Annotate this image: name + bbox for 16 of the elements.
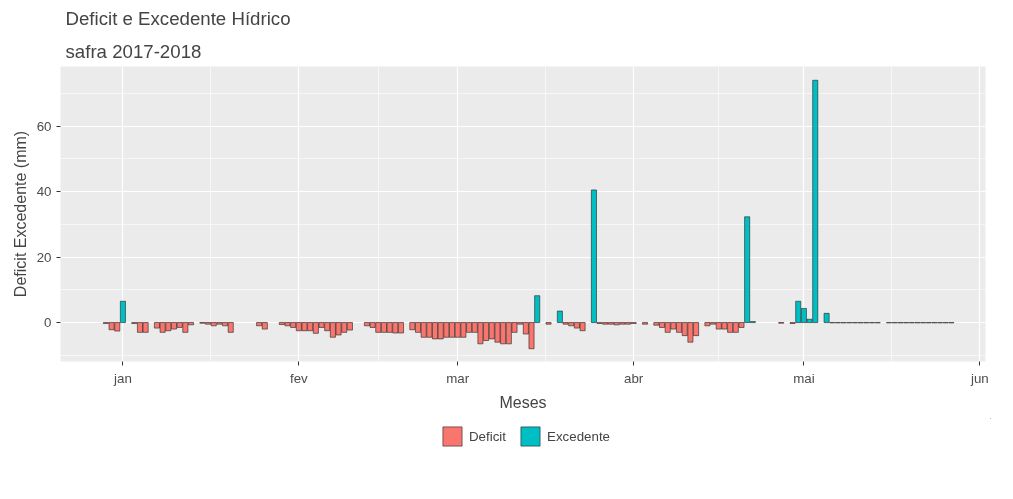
- x-tick-label: jan: [113, 370, 132, 386]
- y-tick-label: 20: [36, 249, 52, 265]
- y-axis-title: Deficit Excedente (mm): [11, 130, 29, 298]
- legend-label: Excedente: [547, 428, 611, 444]
- y-tick-label: 40: [36, 184, 52, 200]
- x-tick-label: fev: [289, 370, 309, 386]
- x-axis-title: Meses: [499, 393, 547, 411]
- y-tick-label: 60: [36, 118, 52, 134]
- x-tick-label: mar: [446, 370, 470, 386]
- x-tick-label: jun: [969, 370, 989, 386]
- x-tick-label: mai: [793, 370, 815, 386]
- chart-title: Deficit e Excedente Hídrico: [65, 7, 291, 29]
- y-tick-label: 0: [44, 315, 52, 331]
- legend-label: Deficit: [468, 428, 507, 444]
- chart-subtitle: safra 2017-2018: [65, 40, 202, 62]
- x-tick-label: abr: [624, 370, 644, 386]
